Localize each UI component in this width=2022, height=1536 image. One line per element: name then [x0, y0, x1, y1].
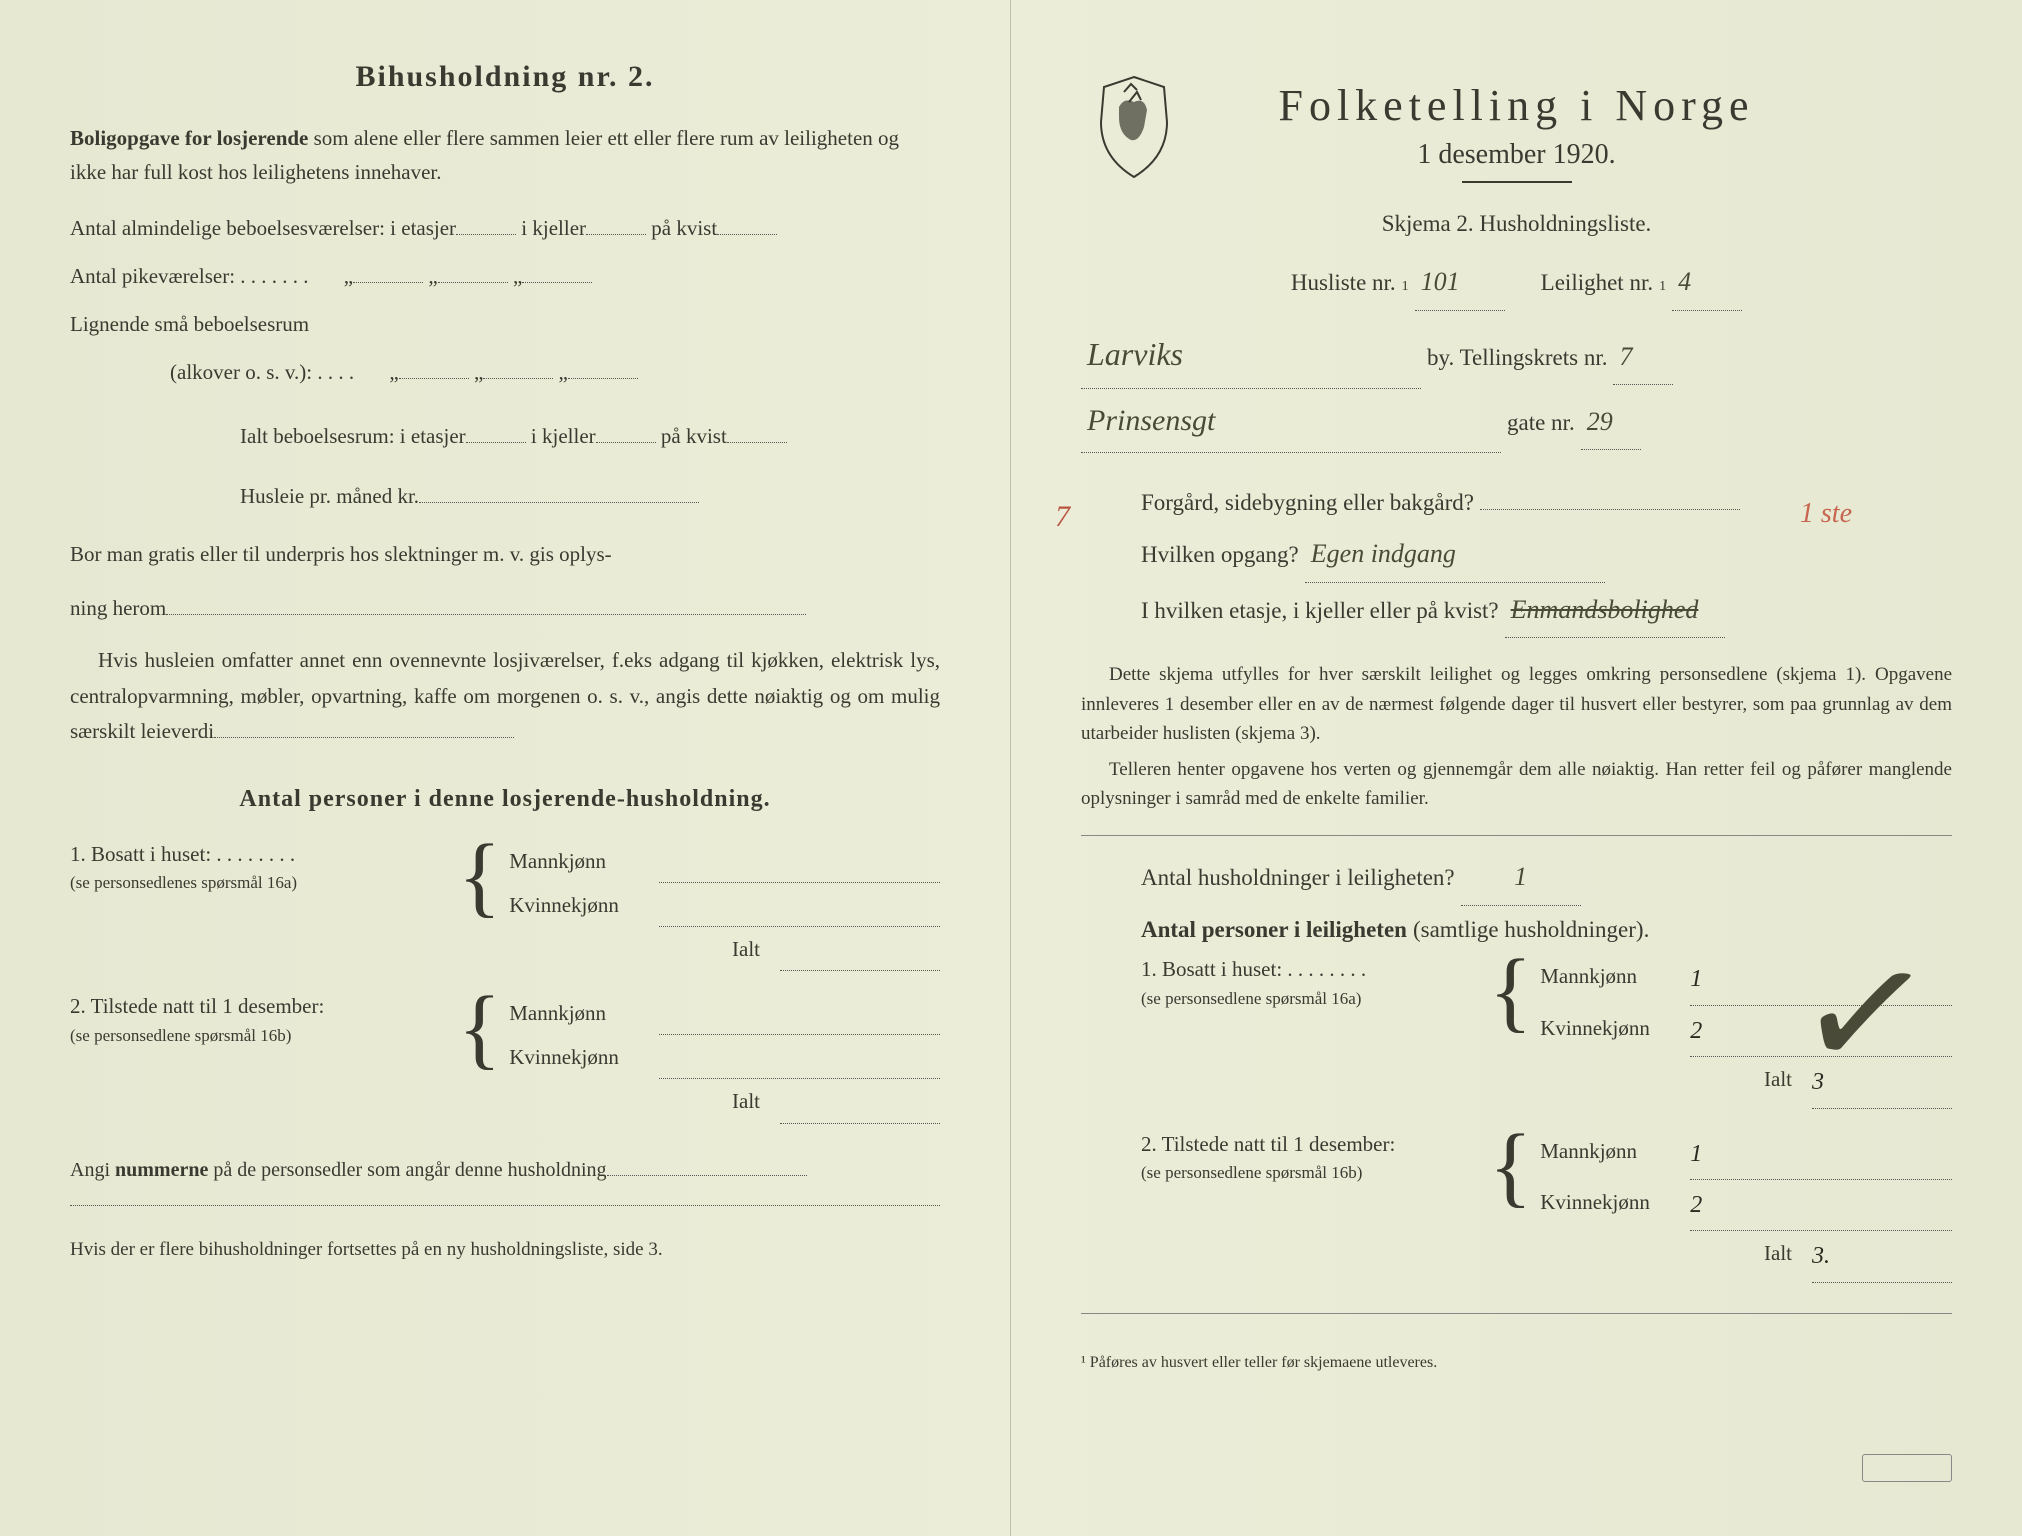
divider [1081, 835, 1952, 836]
q2-line: Hvilken opgang? Egen indgang [1141, 527, 1952, 583]
skjema-line: Skjema 2. Husholdningsliste. [1081, 211, 1952, 237]
margin-annotation-7: 7 [1055, 500, 1070, 534]
q3-line: I hvilken etasje, i kjeller eller på kvi… [1141, 583, 1952, 639]
left-person-1: 1. Bosatt i huset: . . . . . . . . (se p… [70, 839, 940, 971]
husliste-value: 101 [1415, 255, 1505, 311]
by-line: Larviks by. Tellingskrets nr. 7 [1081, 321, 1952, 389]
by-value: Larviks [1081, 321, 1421, 389]
antal-hush-value: 1 [1461, 850, 1581, 906]
brace-icon: { [458, 991, 501, 1068]
divider [1081, 1313, 1952, 1314]
info-paragraph-1: Dette skjema utfylles for hver særskilt … [1081, 660, 1952, 748]
large-checkmark: ✓ [1786, 912, 1945, 1117]
brace-icon: { [1489, 1129, 1532, 1206]
q2-value: Egen indgang [1305, 527, 1605, 583]
main-date: 1 desember 1920. [1081, 139, 1952, 171]
brace-icon: { [1489, 954, 1532, 1031]
antal-hush-line: Antal husholdninger i leiligheten? 1 [1141, 850, 1952, 906]
husliste-line: Husliste nr.1 101 Leilighet nr.1 4 [1081, 255, 1952, 311]
para-gratis-b: ning herom [70, 587, 940, 629]
red-annotation: 1 ste [1800, 498, 1852, 530]
q3-value: Enmandsbolighed [1505, 583, 1725, 639]
left-page: Bihusholdning nr. 2. Boligopgave for los… [0, 0, 1011, 1536]
p2-ialt-val: 3. [1812, 1231, 1952, 1282]
intro-bold: Boligopgave for losjerende [70, 126, 308, 150]
footnote: ¹ Påføres av husvert eller teller før sk… [1081, 1354, 1952, 1372]
footer-nummerne: Angi nummerne på de personsedler som ang… [70, 1152, 940, 1188]
krets-value: 7 [1613, 330, 1673, 386]
main-title: Folketelling i Norge [1081, 80, 1952, 131]
gatenr-value: 29 [1581, 395, 1641, 451]
document-spread: Bihusholdning nr. 2. Boligopgave for los… [0, 0, 2022, 1536]
p2-kvinne-val: 2 [1690, 1180, 1952, 1231]
footer-note: Hvis der er flere bihusholdninger fortse… [70, 1239, 940, 1261]
line-alkover-b: (alkover o. s. v.): . . . . „ „ „ [170, 351, 940, 393]
gate-value: Prinsensgt [1081, 389, 1501, 453]
intro-text: Boligopgave for losjerende som alene ell… [70, 122, 940, 189]
right-page: Folketelling i Norge 1 desember 1920. Sk… [1011, 0, 2022, 1536]
para-gratis: Bor man gratis eller til underpris hos s… [70, 537, 940, 573]
left-title: Bihusholdning nr. 2. [70, 60, 940, 94]
line-alkover-a: Lignende små beboelsesrum [70, 303, 940, 345]
line-pike: Antal pikeværelser: . . . . . . . „ „ „ [70, 255, 940, 297]
line-rooms: Antal almindelige beboelsesværelser: i e… [70, 207, 940, 249]
right-person-2: 2. Tilstede natt til 1 desember: (se per… [1141, 1129, 1952, 1283]
leilighet-value: 4 [1672, 255, 1742, 311]
printer-stamp [1862, 1454, 1952, 1482]
gate-line: Prinsensgt gate nr. 29 [1081, 389, 1952, 453]
coat-of-arms-icon [1089, 72, 1179, 182]
info-paragraph-2: Telleren henter opgavene hos verten og g… [1081, 755, 1952, 814]
line-ialt-rooms: Ialt beboelsesrum: i etasjer i kjeller p… [240, 415, 940, 457]
title-rule [1462, 181, 1572, 183]
brace-icon: { [458, 839, 501, 916]
left-person-2: 2. Tilstede natt til 1 desember: (se per… [70, 991, 940, 1123]
para-husleie-info: Hvis husleien omfatter annet enn ovennev… [70, 643, 940, 750]
p2-mann-val: 1 [1690, 1129, 1952, 1180]
line-husleie: Husleie pr. måned kr. [240, 475, 940, 517]
left-subtitle: Antal personer i denne losjerende-hushol… [70, 786, 940, 813]
